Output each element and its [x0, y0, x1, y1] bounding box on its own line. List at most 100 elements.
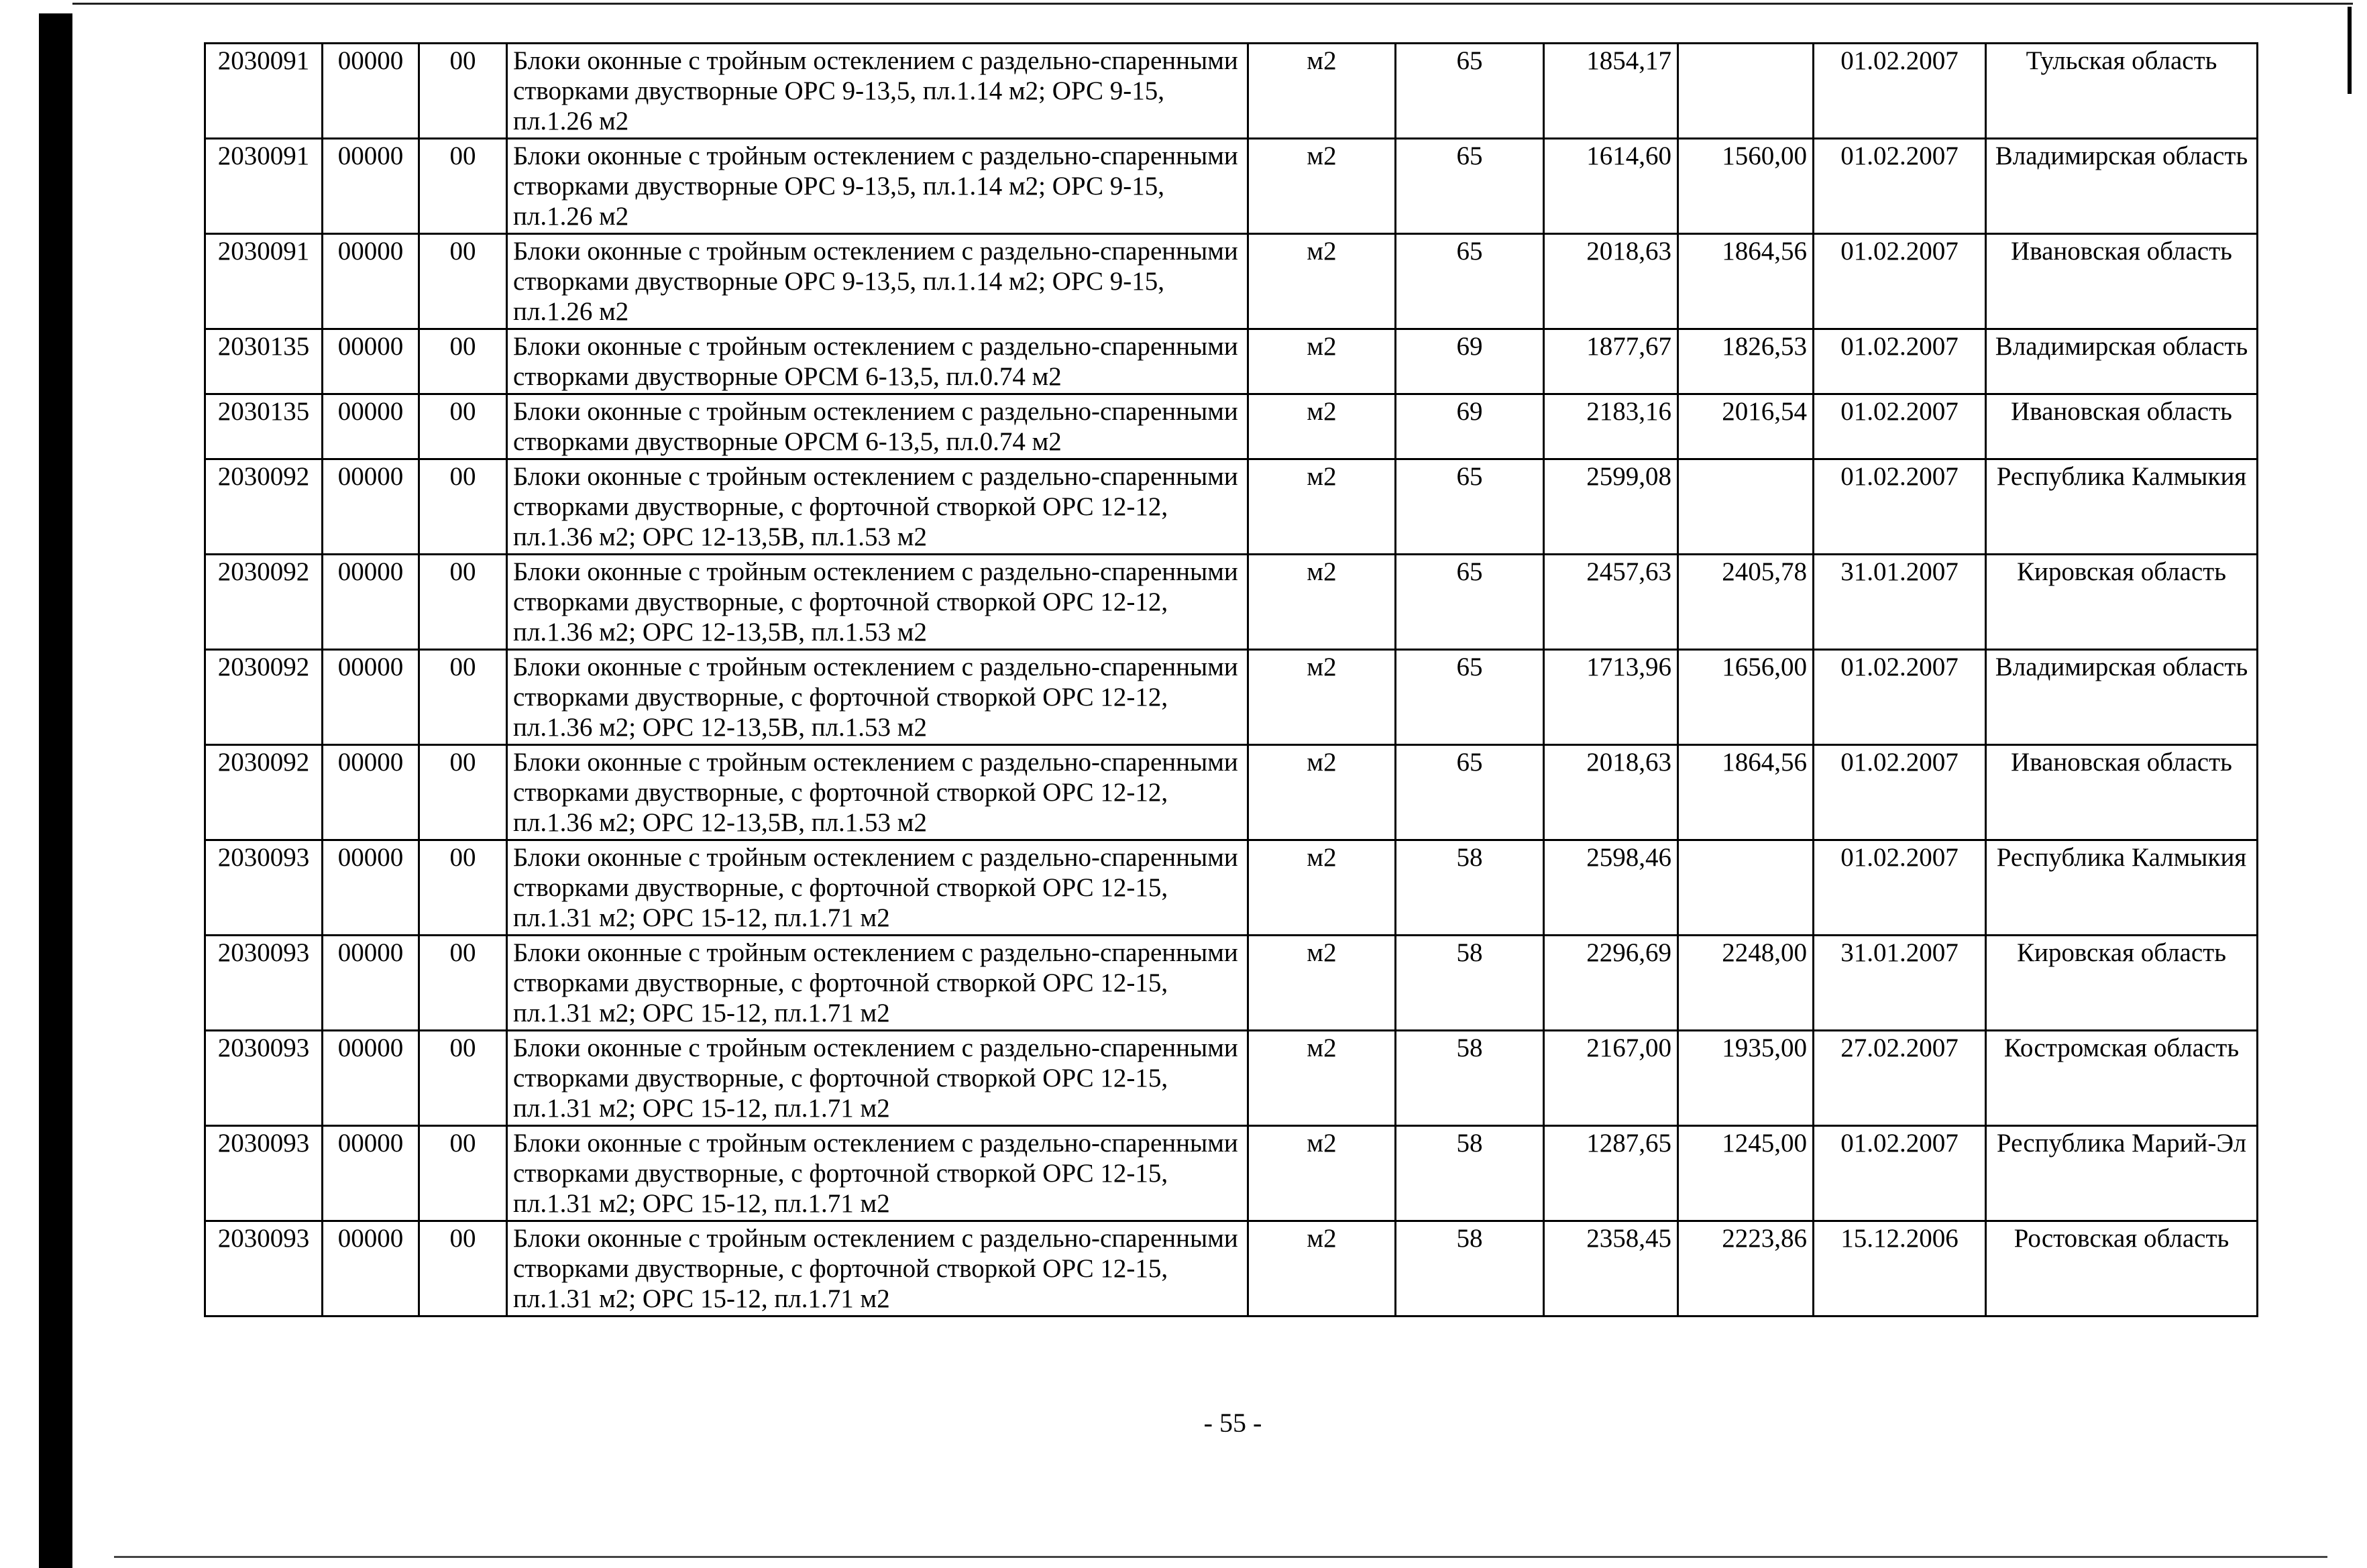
cell-name: Блоки оконные с тройным остеклением с ра…: [506, 1029, 1249, 1127]
cell-date: 01.02.2007: [1812, 839, 1987, 936]
cell-code: 2030091: [204, 42, 323, 139]
table-row: 2030092 00000 00 Блоки оконные с тройным ос…: [204, 744, 2258, 841]
cell-group: 58: [1394, 934, 1545, 1031]
table-row: 2030091 00000 00 Блоки оконные с тройным ос…: [204, 42, 2258, 139]
cell-region: Кировская область: [1985, 934, 2258, 1031]
price-table: 2030091 00000 00 Блоки оконные с тройным ос…: [204, 42, 2258, 1317]
cell-ext: 00: [418, 934, 508, 1031]
cell-ext: 00: [418, 458, 508, 555]
cell-date: 31.01.2007: [1812, 553, 1987, 651]
table-row: 2030093 00000 00 Блоки оконные с тройным ос…: [204, 934, 2258, 1031]
table-row: 2030093 00000 00 Блоки оконные с тройным ос…: [204, 1125, 2258, 1222]
cell-price2: 1656,00: [1677, 649, 1814, 746]
cell-date: 01.02.2007: [1812, 393, 1987, 460]
cell-unit: м2: [1247, 839, 1396, 936]
cell-group: 65: [1394, 649, 1545, 746]
table-row: 2030093 00000 00 Блоки оконные с тройным ос…: [204, 1220, 2258, 1317]
cell-unit: м2: [1247, 553, 1396, 651]
cell-code: 2030093: [204, 839, 323, 936]
cell-unit: м2: [1247, 458, 1396, 555]
cell-price2: [1677, 458, 1814, 555]
cell-date: 01.02.2007: [1812, 137, 1987, 235]
cell-unit: м2: [1247, 1220, 1396, 1317]
cell-unit: м2: [1247, 744, 1396, 841]
cell-name: Блоки оконные с тройным остеклением с ра…: [506, 1220, 1249, 1317]
cell-region: Владимирская область: [1985, 328, 2258, 395]
cell-code: 2030091: [204, 233, 323, 330]
cell-code: 2030092: [204, 744, 323, 841]
cell-date: 01.02.2007: [1812, 328, 1987, 395]
cell-name: Блоки оконные с тройным остеклением с ра…: [506, 42, 1249, 139]
cell-price1: 1713,96: [1543, 649, 1679, 746]
cell-price2: [1677, 42, 1814, 139]
cell-price1: 1877,67: [1543, 328, 1679, 395]
cell-sub: 00000: [321, 393, 420, 460]
cell-price2: 2016,54: [1677, 393, 1814, 460]
cell-unit: м2: [1247, 934, 1396, 1031]
cell-price1: 2296,69: [1543, 934, 1679, 1031]
cell-price2: 2223,86: [1677, 1220, 1814, 1317]
cell-code: 2030092: [204, 553, 323, 651]
cell-price1: 2018,63: [1543, 233, 1679, 330]
cell-sub: 00000: [321, 328, 420, 395]
cell-ext: 00: [418, 233, 508, 330]
cell-region: Республика Калмыкия: [1985, 458, 2258, 555]
cell-unit: м2: [1247, 1125, 1396, 1222]
cell-date: 31.01.2007: [1812, 934, 1987, 1031]
table-row: 2030091 00000 00 Блоки оконные с тройным ос…: [204, 233, 2258, 330]
cell-code: 2030135: [204, 328, 323, 395]
scan-edge-bottom: [114, 1556, 2327, 1558]
cell-code: 2030093: [204, 934, 323, 1031]
cell-date: 15.12.2006: [1812, 1220, 1987, 1317]
page-number: - 55 -: [1203, 1408, 1262, 1438]
cell-region: Кировская область: [1985, 553, 2258, 651]
cell-unit: м2: [1247, 1029, 1396, 1127]
cell-name: Блоки оконные с тройным остеклением с ра…: [506, 553, 1249, 651]
cell-ext: 00: [418, 42, 508, 139]
table-row: 2030135 00000 00 Блоки оконные с тройным ос…: [204, 328, 2258, 395]
table-row: 2030092 00000 00 Блоки оконные с тройным ос…: [204, 458, 2258, 555]
table-row: 2030091 00000 00 Блоки оконные с тройным ос…: [204, 137, 2258, 235]
cell-ext: 00: [418, 137, 508, 235]
cell-region: Ивановская область: [1985, 744, 2258, 841]
cell-sub: 00000: [321, 934, 420, 1031]
cell-group: 69: [1394, 328, 1545, 395]
cell-code: 2030093: [204, 1125, 323, 1222]
cell-ext: 00: [418, 839, 508, 936]
cell-ext: 00: [418, 1125, 508, 1222]
cell-region: Ростовская область: [1985, 1220, 2258, 1317]
table-row: 2030135 00000 00 Блоки оконные с тройным ос…: [204, 393, 2258, 460]
cell-sub: 00000: [321, 1220, 420, 1317]
table-row: 2030092 00000 00 Блоки оконные с тройным ос…: [204, 649, 2258, 746]
cell-ext: 00: [418, 744, 508, 841]
cell-group: 65: [1394, 744, 1545, 841]
cell-code: 2030092: [204, 649, 323, 746]
cell-code: 2030091: [204, 137, 323, 235]
cell-ext: 00: [418, 553, 508, 651]
cell-price2: 1935,00: [1677, 1029, 1814, 1127]
cell-group: 65: [1394, 458, 1545, 555]
cell-group: 58: [1394, 839, 1545, 936]
cell-price2: 2405,78: [1677, 553, 1814, 651]
table-row: 2030093 00000 00 Блоки оконные с тройным ос…: [204, 839, 2258, 936]
cell-date: 01.02.2007: [1812, 649, 1987, 746]
cell-group: 69: [1394, 393, 1545, 460]
cell-code: 2030092: [204, 458, 323, 555]
cell-region: Ивановская область: [1985, 393, 2258, 460]
cell-group: 65: [1394, 233, 1545, 330]
cell-price1: 2457,63: [1543, 553, 1679, 651]
cell-ext: 00: [418, 1220, 508, 1317]
cell-name: Блоки оконные с тройным остеклением с ра…: [506, 934, 1249, 1031]
cell-sub: 00000: [321, 458, 420, 555]
cell-sub: 00000: [321, 839, 420, 936]
cell-name: Блоки оконные с тройным остеклением с ра…: [506, 458, 1249, 555]
scan-edge-top: [72, 3, 2353, 5]
cell-group: 58: [1394, 1125, 1545, 1222]
cell-price1: 1287,65: [1543, 1125, 1679, 1222]
cell-region: Республика Марий-Эл: [1985, 1125, 2258, 1222]
cell-unit: м2: [1247, 649, 1396, 746]
cell-region: Тульская область: [1985, 42, 2258, 139]
cell-price1: 1614,60: [1543, 137, 1679, 235]
cell-ext: 00: [418, 1029, 508, 1127]
cell-price2: 1864,56: [1677, 233, 1814, 330]
